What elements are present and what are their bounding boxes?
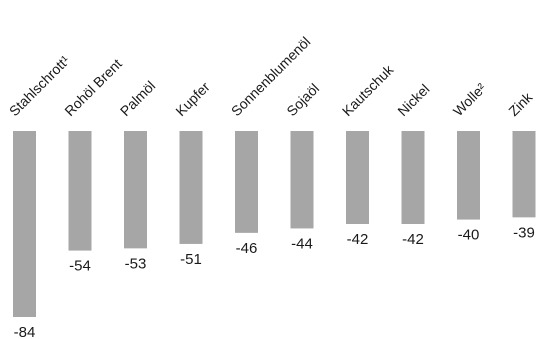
bar-4 — [235, 131, 258, 233]
value-label-3: -51 — [180, 251, 202, 268]
bar-7 — [401, 131, 425, 224]
category-label-6: Kautschuk — [339, 61, 397, 119]
value-label-7: -42 — [402, 231, 424, 248]
value-label-6: -42 — [347, 231, 369, 248]
bar-8 — [457, 131, 480, 220]
bar-1 — [68, 131, 92, 251]
bar-0 — [13, 131, 36, 317]
bars — [13, 131, 536, 317]
category-label-2: Palmöl — [117, 78, 159, 120]
category-label-8: Wolle² — [450, 80, 489, 119]
bar-2 — [124, 131, 147, 249]
value-label-4: -46 — [236, 240, 258, 257]
bar-5 — [290, 131, 314, 229]
category-label-9: Zink — [505, 88, 536, 119]
value-label-2: -53 — [125, 255, 147, 272]
bar-3 — [179, 131, 203, 244]
value-labels: -84 -54 -53 -51 -46 -44 -42 -42 -40 -39 — [14, 224, 535, 339]
category-label-3: Kupfer — [172, 78, 213, 119]
value-label-8: -40 — [458, 227, 480, 244]
bar-6 — [346, 131, 369, 224]
category-label-5: Sojaöl — [283, 80, 322, 119]
value-label-0: -84 — [14, 324, 36, 339]
category-label-7: Nickel — [394, 81, 432, 119]
value-label-1: -54 — [69, 258, 91, 275]
value-label-9: -39 — [513, 224, 535, 241]
bar-9 — [512, 131, 536, 218]
value-label-5: -44 — [291, 235, 313, 252]
